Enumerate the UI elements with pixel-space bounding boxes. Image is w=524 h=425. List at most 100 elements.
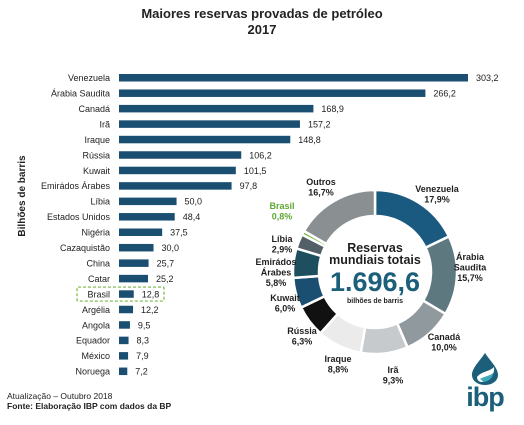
bar-value-label: 7,9: [136, 351, 149, 361]
slice-label: Venezuela: [415, 184, 460, 194]
bar: [119, 305, 134, 314]
slice-label: Outros: [306, 177, 336, 187]
bar: [119, 74, 468, 82]
slice-label: Kuwait: [270, 293, 300, 303]
category-label: Canadá: [78, 104, 110, 114]
bar-value-label: 12,8: [142, 289, 160, 299]
bar-value-label: 9,5: [138, 320, 151, 330]
category-label: Irã: [99, 119, 110, 129]
bar-value-label: 97,8: [240, 181, 258, 191]
slice-value-label: 10,0%: [431, 343, 457, 353]
slice-value-label: 6,0%: [275, 304, 296, 314]
chart-title-main: Maiores reservas provadas de petróleo: [141, 6, 383, 21]
bar: [119, 166, 236, 175]
bar: [119, 151, 242, 159]
donut-center-title-line2: mundiais totais: [329, 253, 421, 267]
bar: [119, 182, 232, 190]
bar: [119, 259, 149, 267]
source-note: Fonte: Elaboração IBP com dados da BP: [7, 401, 172, 411]
category-label: China: [86, 258, 110, 268]
bar-value-label: 7,2: [135, 367, 148, 377]
bar-value-label: 101,5: [244, 166, 267, 176]
slice-label: Rússia: [287, 326, 318, 336]
donut-center-value: 1.696,6: [330, 267, 420, 297]
slice-value-label: 15,7%: [457, 273, 483, 283]
slice-label: Líbia: [271, 234, 293, 244]
chart-title-year: 2017: [247, 22, 277, 37]
slice-label: Emirádos: [255, 257, 296, 267]
category-label: Emirádos Árabes: [41, 181, 111, 191]
slice-label: Canadá: [428, 332, 462, 342]
donut-slice: [302, 188, 377, 246]
update-note: Atualização – Outubro 2018: [7, 391, 113, 401]
bar-value-label: 48,4: [183, 212, 201, 222]
category-label: Venezuela: [68, 73, 110, 83]
bar-value-label: 12,2: [141, 305, 159, 315]
bar: [119, 274, 149, 283]
y-axis-title: Bilhões de barris: [17, 155, 28, 237]
slice-value-label: 17,9%: [424, 195, 450, 205]
oil-drop-icon: [472, 353, 498, 385]
bar-value-label: 106,2: [249, 150, 272, 160]
bar: [119, 228, 163, 236]
bar: [119, 367, 128, 376]
bar-value-label: 168,9: [321, 104, 344, 114]
slice-label: Árabia: [456, 252, 485, 262]
bar-value-label: 157,2: [308, 119, 331, 129]
bar-value-label: 303,2: [476, 73, 499, 83]
category-label: Angola: [82, 320, 110, 330]
bar: [119, 120, 300, 128]
bar-value-label: 148,8: [298, 135, 321, 145]
bar-value-label: 8,3: [137, 336, 150, 346]
bar: [119, 104, 314, 113]
slice-label: Brasil: [269, 201, 294, 211]
bar-value-label: 30,0: [162, 243, 180, 253]
category-label: Nigéria: [81, 228, 110, 238]
slice-value-label: 9,3%: [383, 376, 404, 386]
bar: [119, 290, 134, 298]
slice-label: Iraque: [324, 354, 351, 364]
ibp-logo-text: ibp: [466, 382, 505, 412]
bar: [119, 135, 291, 144]
category-label: Equador: [76, 336, 110, 346]
bar-value-label: 37,5: [170, 228, 188, 238]
category-label: Estados Unidos: [47, 212, 111, 222]
category-label: Rússia: [82, 150, 110, 160]
slice-value-label: 2,9%: [272, 245, 293, 255]
category-label: Argélia: [82, 305, 110, 315]
bar-value-label: 266,2: [433, 89, 456, 99]
category-label: Catar: [88, 274, 110, 284]
ibp-logo: ibp: [458, 352, 512, 414]
bar: [119, 243, 154, 252]
slice-label: Irã: [387, 365, 399, 375]
category-label: Árabia Saudita: [51, 89, 110, 99]
donut-slice: [359, 321, 410, 356]
category-label: Noruega: [75, 367, 110, 377]
bar-value-label: 25,2: [156, 274, 174, 284]
slice-value-label: 0,8%: [272, 212, 293, 222]
slice-label: Árabes: [261, 268, 292, 278]
slice-value-label: 8,8%: [328, 365, 349, 375]
donut-center-unit: bilhões de barris: [347, 298, 403, 305]
slice-value-label: 5,8%: [266, 278, 287, 288]
slice-value-label: 6,3%: [292, 337, 313, 347]
category-label: Líbia: [90, 197, 110, 207]
bar-value-label: 50,0: [185, 197, 203, 207]
category-label: Cazaquistão: [60, 243, 110, 253]
bar: [119, 213, 175, 221]
bar-value-label: 25,7: [157, 258, 175, 268]
slice-value-label: 16,7%: [308, 188, 334, 198]
bar: [119, 321, 130, 329]
slice-label: Saudita: [454, 263, 488, 273]
brasil-highlight-box: [76, 286, 165, 302]
category-label: Kuwait: [83, 166, 111, 176]
bar: [119, 336, 129, 345]
donut-center-title-line1: Reservas: [347, 241, 403, 255]
bar: [119, 89, 426, 97]
bar: [119, 352, 129, 360]
category-label: Brasil: [87, 289, 110, 299]
category-label: México: [81, 351, 110, 361]
